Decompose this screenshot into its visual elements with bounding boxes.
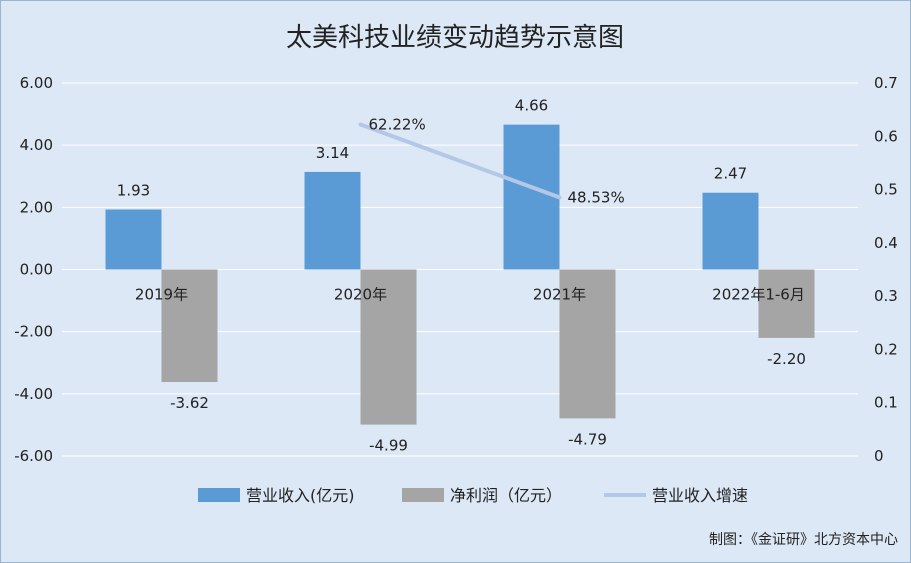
y-left-tick-label: 6.00: [20, 74, 53, 92]
legend-swatch: [198, 488, 240, 502]
y-left-tick-label: -6.00: [14, 447, 53, 465]
data-label: -4.99: [369, 437, 408, 455]
y-right-tick-label: 0.2: [874, 340, 898, 358]
bar-layer: [105, 124, 815, 425]
label-layer: 6.00 4.00 2.00 0.00 -2.00 -4.00 -6.00 0.7 0.6 0.5…: [14, 74, 898, 465]
data-label: 4.66: [515, 97, 548, 115]
data-label: -2.20: [767, 350, 806, 368]
bar-1-0: [161, 269, 218, 383]
y-right-tick-label: 0.3: [874, 287, 898, 305]
y-right-tick-label: 0.4: [874, 234, 898, 252]
y-right-tick-label: 0.7: [874, 74, 898, 92]
y-left-tick-label: -4.00: [14, 385, 53, 403]
legend-swatch: [402, 488, 444, 502]
bar-1-1: [360, 269, 417, 425]
legend: 营业收入(亿元) 净利润（亿元） 营业收入增速: [198, 486, 748, 505]
legend-label: 营业收入(亿元): [246, 486, 355, 505]
y-left-tick-label: -2.00: [14, 323, 53, 341]
y-left-tick-label: 4.00: [20, 136, 53, 154]
y-right-tick-label: 0.5: [874, 181, 898, 199]
line-data-label: 48.53%: [568, 188, 625, 206]
legend-label: 净利润（亿元）: [450, 486, 562, 505]
data-label: -3.62: [170, 394, 209, 412]
bar-0-2: [503, 124, 560, 270]
data-label: -4.79: [568, 430, 607, 448]
x-category-label: 2020年: [334, 286, 387, 304]
line-layer: [358, 122, 562, 200]
legend-label: 营业收入增速: [652, 486, 748, 505]
growth-line: [358, 122, 562, 200]
chart-title: 太美科技业绩变动趋势示意图: [286, 23, 624, 53]
bar-0-1: [304, 171, 361, 270]
y-left-tick-label: 0.00: [20, 261, 53, 279]
bar-0-3: [702, 192, 759, 270]
line-data-label: 62.22%: [369, 115, 426, 133]
chart-credit: 制图：《金证研》北方资本中心: [709, 532, 898, 548]
x-category-label: 2019年: [135, 286, 188, 304]
y-right-tick-label: 0.1: [874, 394, 898, 412]
data-label: 1.93: [117, 182, 150, 200]
data-label: 3.14: [316, 144, 349, 162]
y-right-tick-label: 0.6: [874, 127, 898, 145]
bar-1-2: [559, 269, 616, 419]
bar-1-3: [758, 269, 815, 338]
x-category-label: 2022年1-6月: [712, 286, 805, 304]
bar-0-0: [105, 209, 162, 270]
y-right-tick-label: 0: [874, 447, 884, 465]
data-label: 2.47: [714, 165, 747, 183]
x-category-label: 2021年: [533, 286, 586, 304]
y-left-tick-label: 2.00: [20, 198, 53, 216]
